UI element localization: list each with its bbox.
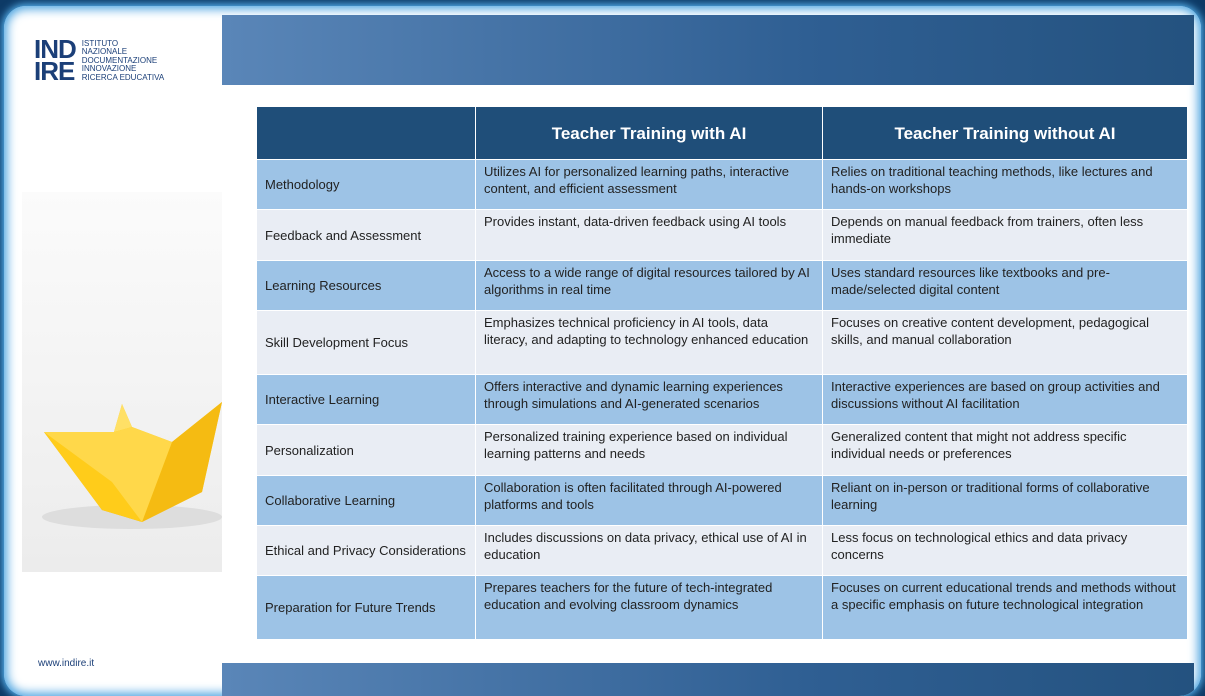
table-row: Interactive Learning Offers interactive a… <box>257 375 1188 425</box>
header-cell: Teacher Training without AI <box>823 107 1188 160</box>
table-cell: Access to a wide range of digital resour… <box>476 261 823 311</box>
top-band <box>222 15 1194 85</box>
table-cell: Focuses on creative content development,… <box>823 311 1188 375</box>
logo-text: ISTITUTO NAZIONALE DOCUMENTAZIONE INNOVA… <box>81 39 165 82</box>
logo-mark-line: IRE <box>34 56 75 86</box>
table-cell: Utilizes AI for personalized learning pa… <box>476 160 823 210</box>
logo-line: ISTITUTO <box>81 39 119 48</box>
row-label: Skill Development Focus <box>257 311 476 375</box>
table-row: Personalization Personalized training exp… <box>257 425 1188 476</box>
table-row: Learning Resources Access to a wide range… <box>257 261 1188 311</box>
bottom-band <box>222 663 1194 696</box>
footer-url: www.indire.it <box>38 658 95 669</box>
logo-line: NAZIONALE <box>81 47 128 57</box>
row-label: Preparation for Future Trends <box>257 576 476 640</box>
row-label: Feedback and Assessment <box>257 210 476 261</box>
logo-mark: IND IRE <box>34 34 77 86</box>
table-cell: Focuses on current educational trends an… <box>823 576 1188 640</box>
row-label: Interactive Learning <box>257 375 476 425</box>
logo-line: DOCUMENTAZIONE <box>81 55 158 65</box>
table-cell: Offers interactive and dynamic learning … <box>476 375 823 425</box>
table-cell: Personalized training experience based o… <box>476 425 823 476</box>
logo-mark-line: IND <box>34 34 77 64</box>
row-label: Personalization <box>257 425 476 476</box>
table-row: Methodology Utilizes AI for personalized … <box>257 160 1188 210</box>
table-cell: Provides instant, data-driven feedback u… <box>476 210 823 261</box>
table-row: Feedback and Assessment Provides instant,… <box>257 210 1188 261</box>
logo: IND IRE ISTITUTO NAZIONALE DOCUMENTAZION… <box>34 34 165 86</box>
boat-image <box>22 192 222 572</box>
table-cell: Uses standard resources like textbooks a… <box>823 261 1188 311</box>
table-cell: Collaboration is often facilitated throu… <box>476 476 823 526</box>
row-label: Learning Resources <box>257 261 476 311</box>
table-cell: Interactive experiences are based on gro… <box>823 375 1188 425</box>
table-cell: Includes discussions on data privacy, et… <box>476 526 823 576</box>
table-cell: Less focus on technological ethics and d… <box>823 526 1188 576</box>
table-cell: Generalized content that might not addre… <box>823 425 1188 476</box>
table-cell: Prepares teachers for the future of tech… <box>476 576 823 640</box>
table-row: Skill Development Focus Emphasizes techni… <box>257 311 1188 375</box>
table-cell: Depends on manual feedback from trainers… <box>823 210 1188 261</box>
table-row: Collaborative Learning Collaboration is o… <box>257 476 1188 526</box>
table-row: Ethical and Privacy Considerations Includ… <box>257 526 1188 576</box>
slide-frame: IND IRE ISTITUTO NAZIONALE DOCUMENTAZION… <box>4 6 1201 696</box>
header-row: Teacher Training with AI Teacher Training… <box>257 107 1188 160</box>
row-label: Ethical and Privacy Considerations <box>257 526 476 576</box>
table-cell: Emphasizes technical proficiency in AI t… <box>476 311 823 375</box>
logo-line: RICERCA EDUCATIVA <box>81 72 165 82</box>
row-label: Methodology <box>257 160 476 210</box>
logo-line: INNOVAZIONE <box>81 64 137 74</box>
table-row: Preparation for Future Trends Prepares te… <box>257 576 1188 640</box>
row-label: Collaborative Learning <box>257 476 476 526</box>
header-cell: Teacher Training with AI <box>476 107 823 160</box>
table-cell: Relies on traditional teaching methods, … <box>823 160 1188 210</box>
table-cell: Reliant on in-person or traditional form… <box>823 476 1188 526</box>
header-cell <box>257 107 476 160</box>
